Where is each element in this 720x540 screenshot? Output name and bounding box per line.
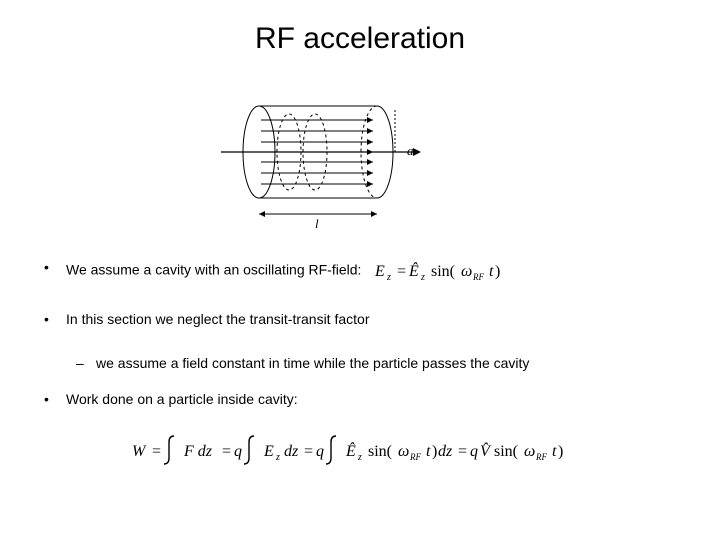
svg-text:z: z [275, 452, 280, 463]
svg-text:=: = [458, 443, 467, 460]
slide-title: RF acceleration [0, 22, 720, 56]
svg-text:): ) [558, 443, 563, 460]
svg-text:l: l [315, 216, 319, 230]
svg-text:t: t [489, 263, 494, 280]
bullet-2-sub: we assume a field constant in time while… [38, 354, 688, 372]
equation-work: W=F dz=qEzdz=qÊzsin(ωRFt)dz=qV̂sin(ωRFt) [130, 430, 610, 472]
svg-text:RF: RF [409, 452, 421, 462]
svg-text:sin(: sin( [368, 443, 392, 460]
svg-text:Ê: Ê [345, 441, 356, 460]
bullet-2-text: In this section we neglect the transit-t… [66, 311, 369, 327]
bullet-3: Work done on a particle inside cavity: [38, 390, 688, 408]
svg-text:t: t [426, 443, 431, 460]
svg-text:=: = [397, 263, 406, 280]
svg-text:F dz: F dz [183, 443, 213, 460]
svg-text:RF: RF [472, 272, 484, 282]
bullet-1: We assume a cavity with an oscillating R… [38, 258, 688, 284]
svg-text:ω: ω [461, 263, 472, 280]
svg-text:q: q [316, 443, 324, 460]
svg-text:z: z [386, 272, 391, 283]
svg-text:RF: RF [535, 452, 547, 462]
svg-text:W: W [132, 443, 147, 460]
svg-text:): ) [495, 263, 500, 280]
slide-body: We assume a cavity with an oscillating R… [38, 258, 688, 435]
svg-text:dz: dz [438, 443, 453, 460]
svg-text:z: z [357, 452, 362, 463]
bullet-2: In this section we neglect the transit-t… [38, 310, 688, 328]
svg-text:dz: dz [284, 443, 299, 460]
svg-text:=: = [304, 443, 313, 460]
cavity-diagram: al [215, 86, 431, 230]
svg-text:q: q [470, 443, 478, 460]
svg-text:a: a [407, 143, 414, 158]
svg-text:ω: ω [398, 443, 409, 460]
svg-text:sin(: sin( [431, 263, 455, 280]
bullet-2-sub-text: we assume a field constant in time while… [96, 355, 529, 371]
svg-text:E: E [374, 263, 385, 280]
slide: RF acceleration al We assume a cavity wi… [0, 0, 720, 540]
svg-text:ω: ω [524, 443, 535, 460]
svg-text:): ) [432, 443, 437, 460]
svg-text:Ê: Ê [408, 261, 419, 280]
svg-text:V̂: V̂ [480, 441, 492, 460]
svg-text:=: = [222, 443, 231, 460]
bullet-1-text: We assume a cavity with an oscillating R… [66, 262, 361, 278]
svg-text:t: t [552, 443, 557, 460]
equation-ez: Ez =Êz sin( ωRF t) [373, 258, 533, 284]
svg-text:q: q [234, 443, 242, 460]
bullet-3-text: Work done on a particle inside cavity: [66, 391, 298, 407]
svg-text:E: E [263, 443, 274, 460]
svg-text:z: z [420, 272, 425, 283]
svg-text:=: = [152, 443, 161, 460]
svg-text:sin(: sin( [494, 443, 518, 460]
